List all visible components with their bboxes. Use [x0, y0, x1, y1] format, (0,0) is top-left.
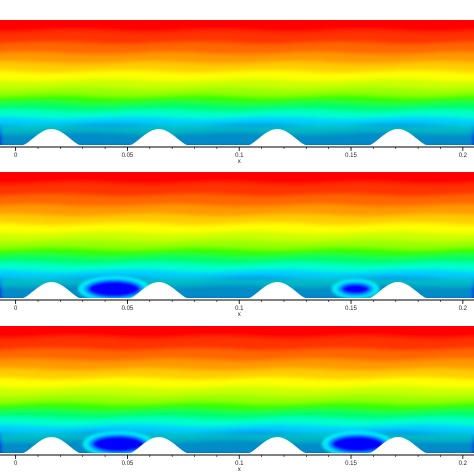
x-axis-label: x	[238, 159, 241, 165]
low-value-region	[331, 279, 380, 299]
wavy-surface	[0, 282, 474, 300]
x-tick-label: 0	[14, 461, 18, 467]
contour-field-bottom	[0, 326, 474, 455]
contour-field-middle	[0, 172, 474, 300]
x-tick-label: 0.2	[459, 153, 468, 159]
x-axis-label: x	[238, 312, 241, 318]
x-tick-label: 0.15	[345, 306, 357, 312]
near-wall-layer	[0, 125, 474, 147]
wavy-surface	[0, 437, 474, 455]
x-tick-label: 0.15	[345, 153, 357, 159]
x-tick-label: 0	[14, 153, 18, 159]
contour-panel-middle: 0 0.05 0.1 0.15 0.2 x	[0, 172, 474, 318]
x-axis-label: x	[238, 467, 241, 473]
x-tick-label: 0.1	[235, 306, 244, 312]
x-tick-label: 0.2	[459, 461, 468, 467]
low-value-region	[78, 276, 151, 300]
x-tick-label: 0.1	[235, 153, 244, 159]
low-value-region	[321, 431, 394, 455]
contour-panel-bottom: 0 0.05 0.1 0.15 0.2 x	[0, 326, 474, 473]
x-tick-label: 0.15	[345, 461, 357, 467]
x-tick-label: 0.05	[122, 306, 134, 312]
contour-field-top	[0, 20, 474, 147]
x-tick-label: 0	[14, 306, 18, 312]
x-tick-label: 0.05	[122, 461, 134, 467]
x-tick-label: 0.1	[235, 461, 244, 467]
low-value-region	[82, 431, 155, 455]
x-tick-label: 0.2	[459, 306, 468, 312]
contour-panel-top: 0 0.05 0.1 0.15 0.2 x	[0, 20, 474, 165]
wavy-surface	[0, 129, 474, 147]
x-tick-label: 0.05	[122, 153, 134, 159]
